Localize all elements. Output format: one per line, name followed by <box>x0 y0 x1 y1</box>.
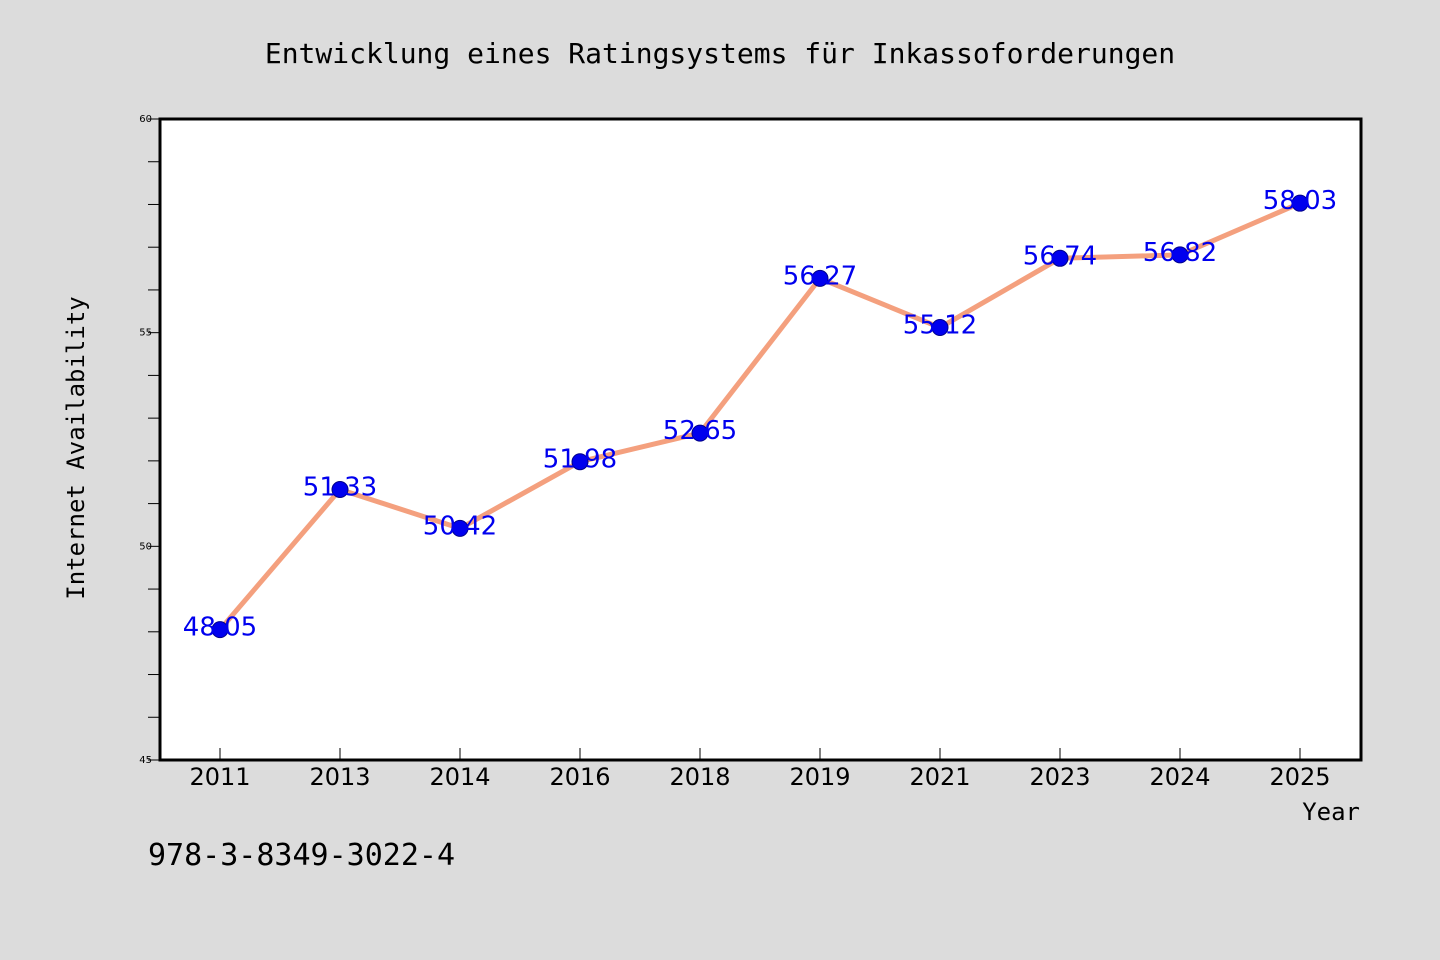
x-tick-label: 2021 <box>909 763 970 791</box>
data-label: 51.98 <box>543 445 617 475</box>
data-label: 56.27 <box>783 261 857 291</box>
data-point <box>331 480 349 498</box>
chart-title: Entwicklung eines Ratingsystems für Inka… <box>265 37 1175 70</box>
x-axis: 2011 2013 2014 2016 2018 2019 2021 2023 2024 2025 <box>189 748 1331 791</box>
data-label: 55.12 <box>903 311 977 341</box>
isbn-footer: 978-3-8349-3022-4 <box>148 838 455 873</box>
data-label: 58.03 <box>1263 186 1337 216</box>
x-tick-label: 2016 <box>549 763 610 791</box>
y-tick-label: 45 <box>139 755 152 766</box>
data-point <box>1291 194 1309 212</box>
data-label: 48.05 <box>183 613 257 643</box>
y-axis-label: Internet Availability <box>62 296 90 599</box>
data-label: 56.82 <box>1143 238 1217 268</box>
x-tick-label: 2013 <box>309 763 370 791</box>
data-label: 56.74 <box>1023 241 1097 271</box>
y-axis: 45 50 55 60 <box>139 114 160 766</box>
data-point <box>1171 246 1189 264</box>
data-point <box>571 453 589 471</box>
plot-area <box>158 117 1363 762</box>
x-tick-label: 2019 <box>789 763 850 791</box>
data-markers <box>211 194 1309 639</box>
y-tick-label: 55 <box>139 328 152 339</box>
y-tick-label: 60 <box>139 114 152 125</box>
series-line <box>217 200 1303 633</box>
x-tick-label: 2018 <box>669 763 730 791</box>
x-tick-label: 2024 <box>1149 763 1210 791</box>
x-tick-label: 2014 <box>429 763 490 791</box>
data-point <box>691 424 709 442</box>
x-tick-label: 2011 <box>189 763 250 791</box>
data-labels: 48.05 51.33 50.42 51.98 52.65 56.27 55.12 56.74… <box>183 186 1337 642</box>
x-tick-label: 2023 <box>1029 763 1090 791</box>
data-point <box>811 269 829 287</box>
data-point <box>211 621 229 639</box>
y-tick-label: 50 <box>139 541 152 552</box>
data-point <box>1051 249 1069 267</box>
data-point <box>931 319 949 337</box>
data-label: 52.65 <box>663 416 737 446</box>
x-axis-label: Year <box>1302 798 1360 826</box>
data-label: 50.42 <box>423 511 497 541</box>
data-point <box>451 519 469 537</box>
x-tick-label: 2025 <box>1269 763 1330 791</box>
data-label: 51.33 <box>303 472 377 502</box>
